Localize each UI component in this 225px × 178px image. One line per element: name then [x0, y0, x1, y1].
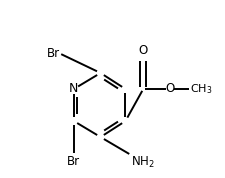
- Text: N: N: [69, 82, 78, 96]
- Text: O: O: [138, 44, 147, 57]
- Text: CH$_3$: CH$_3$: [189, 82, 211, 96]
- Text: Br: Br: [67, 155, 80, 168]
- Text: Br: Br: [46, 47, 59, 60]
- Text: NH$_2$: NH$_2$: [130, 155, 154, 170]
- Text: O: O: [165, 82, 174, 96]
